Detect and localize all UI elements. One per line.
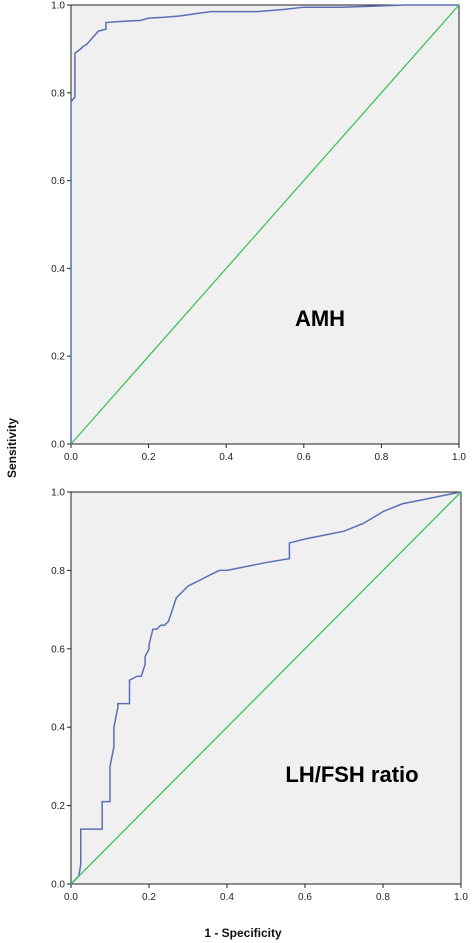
x-tick-label: 0.2	[142, 452, 156, 463]
reference-line	[70, 4, 460, 445]
x-tick-label: 0.8	[376, 892, 390, 903]
panel-annotation: AMH	[295, 306, 345, 331]
y-tick-label: 0.6	[51, 644, 65, 655]
y-tick-label: 0.2	[51, 352, 65, 363]
y-tick-label: 0.6	[51, 176, 65, 187]
y-tick-label: 0.2	[51, 801, 65, 812]
y-axis-label: Sensitivity	[5, 418, 19, 478]
x-tick-label: 1.0	[454, 892, 468, 903]
x-tick-label: 0.6	[298, 892, 312, 903]
y-tick-label: 1.0	[51, 488, 65, 499]
x-tick-label: 0.2	[142, 892, 156, 903]
reference-line	[70, 491, 462, 885]
roc-panel-lh-fsh: 0.0 0.2 0.4 0.6 0.8 1.0 0.0 0.2 0.4 0.6 0.8 1.0 LH/F…	[51, 488, 468, 904]
roc-panel-amh: 0.0 0.2 0.4 0.6 0.8 1.0 0.0 0.2 0.4 0.6 0.8 1.0 AMH	[51, 1, 466, 464]
panel-annotation: LH/FSH ratio	[285, 762, 418, 787]
x-tick-label: 0.0	[64, 452, 78, 463]
y-tick-label: 0.0	[51, 440, 65, 451]
y-tick-label: 0.8	[51, 566, 65, 577]
y-tick-label: 0.8	[51, 88, 65, 99]
x-tick-label: 0.4	[220, 892, 234, 903]
x-tick-label: 0.8	[374, 452, 388, 463]
x-axis-label: 1 - Specificity	[204, 926, 282, 940]
y-tick-label: 0.4	[51, 723, 65, 734]
y-tick-label: 0.0	[51, 880, 65, 891]
roc-curve	[70, 4, 459, 444]
y-tick-label: 0.4	[51, 264, 65, 275]
roc-curve	[70, 491, 462, 885]
y-tick-label: 1.0	[51, 1, 65, 12]
x-tick-label: 0.6	[297, 452, 311, 463]
x-tick-label: 0.4	[219, 452, 233, 463]
x-tick-label: 0.0	[64, 892, 78, 903]
x-tick-label: 1.0	[452, 452, 466, 463]
